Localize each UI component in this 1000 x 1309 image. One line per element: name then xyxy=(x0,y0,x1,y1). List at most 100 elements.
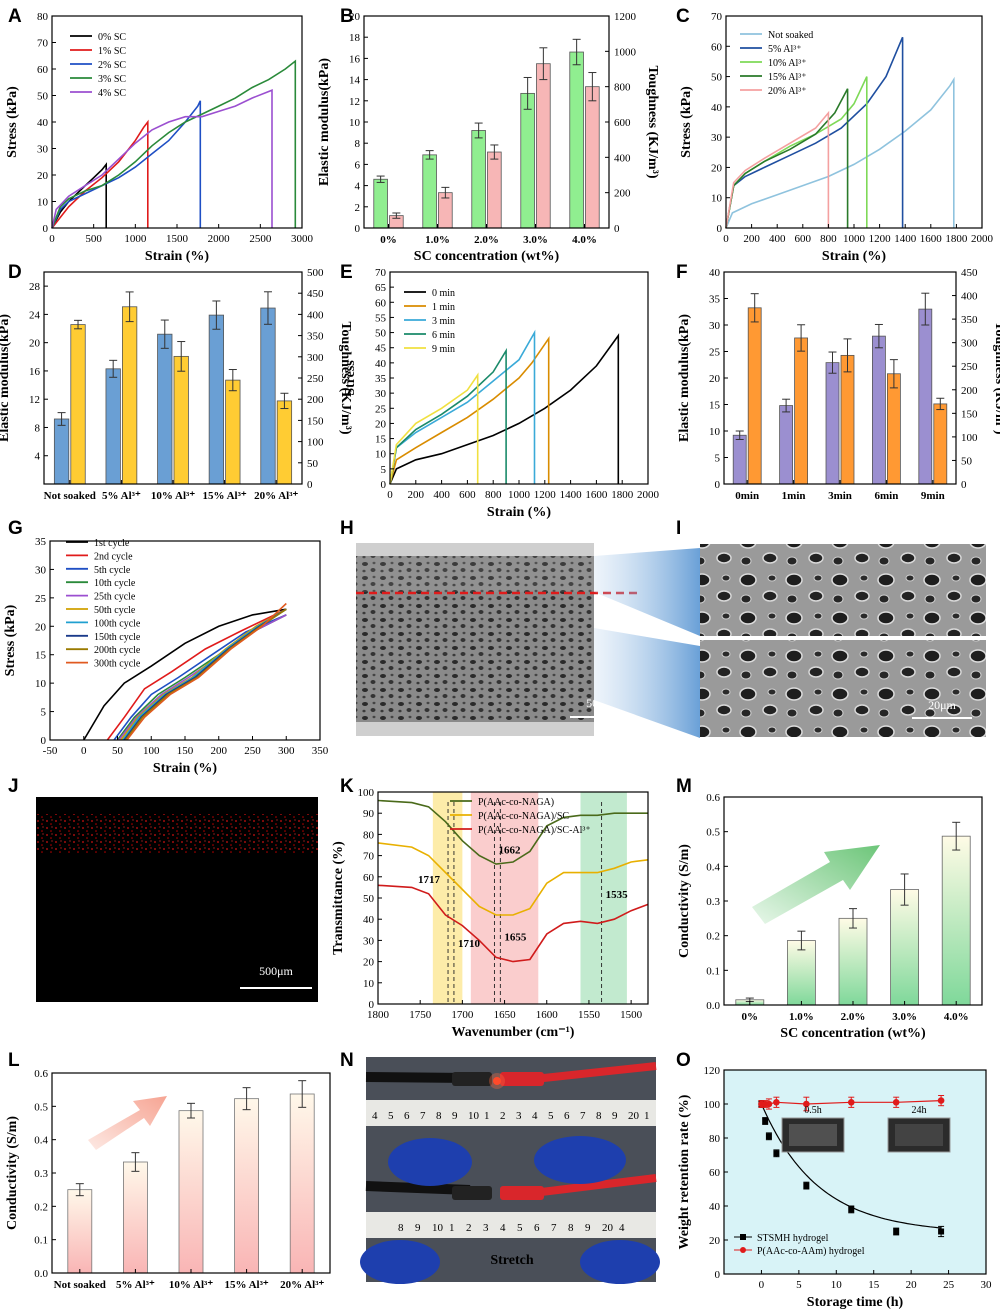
glove-right xyxy=(534,1136,626,1184)
legend-label: P(AAc-co-NAGA)/SC-Al³⁺ xyxy=(478,825,591,836)
category-label: 4.0% xyxy=(572,234,597,246)
zoom-wedge-top xyxy=(594,548,700,636)
series-line-6 xyxy=(120,608,287,741)
y-tick-label: 40 xyxy=(709,267,721,279)
x-tick-label: 15 xyxy=(868,1279,880,1291)
x-tick-label: 0 xyxy=(49,233,55,245)
bar xyxy=(225,379,241,485)
y-tick-label: 24 xyxy=(29,309,41,321)
ruler-number: 1 xyxy=(484,1110,490,1122)
category-label: Not soaked xyxy=(44,490,96,502)
legend-label: 3 min xyxy=(432,316,455,327)
peak-annotation: 1717 xyxy=(418,874,441,886)
legend-label: 2% SC xyxy=(98,60,126,71)
legend-label: P(AAc-co-NAGA) xyxy=(478,797,554,808)
category-label: 2.0% xyxy=(841,1011,866,1023)
trend-arrow-icon xyxy=(752,845,880,924)
category-label: 3.0% xyxy=(892,1011,917,1023)
ruler-number: 5 xyxy=(388,1110,394,1122)
hydrogel-sample xyxy=(895,1124,943,1146)
panel-letter-b: B xyxy=(340,6,354,27)
ruler-number: 5 xyxy=(517,1222,523,1234)
ruler-number: 8 xyxy=(436,1110,442,1122)
trend-arrow-icon xyxy=(88,1096,167,1150)
y-tick-label: 10 xyxy=(363,978,375,990)
y-tick-label: 0.0 xyxy=(706,1000,720,1012)
y2-tick-label: 150 xyxy=(961,408,978,420)
legend-label: 50th cycle xyxy=(94,605,136,616)
panel-letter-h: H xyxy=(340,518,354,539)
series-line-5 xyxy=(51,89,273,229)
y-tick-label: 0 xyxy=(43,223,49,235)
y-axis-title: Weight retention rate (%) xyxy=(677,1094,692,1249)
category-label: 1.0% xyxy=(425,234,450,246)
chart-l: Not soaked 5% Al³⁺ 10% Al³⁺ 15% Al³⁺ 20% Al³… xyxy=(5,1068,331,1291)
legend-label: 300th cycle xyxy=(94,659,141,670)
y-tick-label: 100 xyxy=(358,787,375,799)
y-tick-label: 0 xyxy=(381,479,387,491)
series-line-2 xyxy=(725,36,904,229)
ruler-number: 9 xyxy=(452,1110,458,1122)
x-axis-title: Strain (%) xyxy=(822,249,887,264)
y-tick-label: 80 xyxy=(37,11,49,23)
ruler-number: 7 xyxy=(551,1222,557,1234)
y-tick-label: 5 xyxy=(381,464,387,476)
y-tick-label: 80 xyxy=(709,1133,721,1145)
x-tick-label: 400 xyxy=(433,489,450,501)
legend-label: 3% SC xyxy=(98,74,126,85)
y-tick-label: 5 xyxy=(41,707,47,719)
x-tick-label: 500 xyxy=(85,233,102,245)
legend-marker xyxy=(740,1234,746,1240)
x-tick-label: 1000 xyxy=(508,489,531,501)
bar xyxy=(173,355,189,485)
bar xyxy=(536,63,551,229)
ruler-number: 6 xyxy=(404,1110,410,1122)
sem-magnified-bottom xyxy=(700,640,986,737)
y-tick-label: 12 xyxy=(29,394,40,406)
led-glow xyxy=(489,1073,505,1089)
category-label: 1min xyxy=(782,490,806,502)
x-tick-label: 0 xyxy=(723,233,729,245)
y-axis-title: Elastic modulus(kPa) xyxy=(317,58,332,186)
y-tick-label: 6 xyxy=(355,159,361,171)
x-tick-label: 2000 xyxy=(208,233,231,245)
peak-annotation: 1662 xyxy=(498,844,521,856)
y-tick-label: 20 xyxy=(711,162,723,174)
y-axis-title: Elastic modulus(kPa) xyxy=(0,314,12,442)
x-axis-title: Strain (%) xyxy=(145,249,210,264)
panel-letter-i: I xyxy=(676,518,681,539)
y-tick-label: 20 xyxy=(363,957,375,969)
y-tick-label: 40 xyxy=(375,358,387,370)
x-tick-label: 2500 xyxy=(249,233,272,245)
ruler-number: 1 xyxy=(449,1222,455,1234)
y-tick-label: 10 xyxy=(37,197,49,209)
data-point xyxy=(762,1118,769,1124)
category-label: 15% Al³⁺ xyxy=(202,490,246,502)
chart-m: 0% 1.0% 2.0% 3.0% 4.0% 0.0 0.1 0.2 0.3 0.4 0.5 0.6 S… xyxy=(677,792,983,1041)
bar xyxy=(208,314,224,485)
y2-tick-label: 200 xyxy=(614,188,631,200)
bar xyxy=(585,86,600,229)
panel-letter-e: E xyxy=(340,262,353,283)
x-tick-label: 1500 xyxy=(166,233,189,245)
y-tick-label: 5 xyxy=(715,453,721,465)
bar xyxy=(70,324,86,485)
x-tick-label: 150 xyxy=(177,745,194,757)
y-tick-label: 0.1 xyxy=(34,1235,48,1247)
x-tick-label: 1800 xyxy=(367,1009,390,1021)
y-tick-label: 0.5 xyxy=(34,1101,48,1113)
x-tick-label: 20 xyxy=(906,1279,918,1291)
y-tick-label: 0.0 xyxy=(34,1268,48,1280)
bar xyxy=(373,178,388,229)
legend-label: P(AAc-co-NAGA)/SC xyxy=(478,811,569,822)
y2-tick-label: 1200 xyxy=(614,11,637,23)
y-tick-label: 70 xyxy=(375,267,387,279)
y-axis-title: Conductivity (S/m) xyxy=(677,844,692,958)
ruler-number: 6 xyxy=(564,1110,570,1122)
category-label: 2.0% xyxy=(474,234,499,246)
bar xyxy=(732,434,747,485)
y-tick-label: 0.2 xyxy=(34,1201,48,1213)
y-tick-label: 30 xyxy=(37,144,49,156)
plot-frame-a xyxy=(51,15,303,229)
